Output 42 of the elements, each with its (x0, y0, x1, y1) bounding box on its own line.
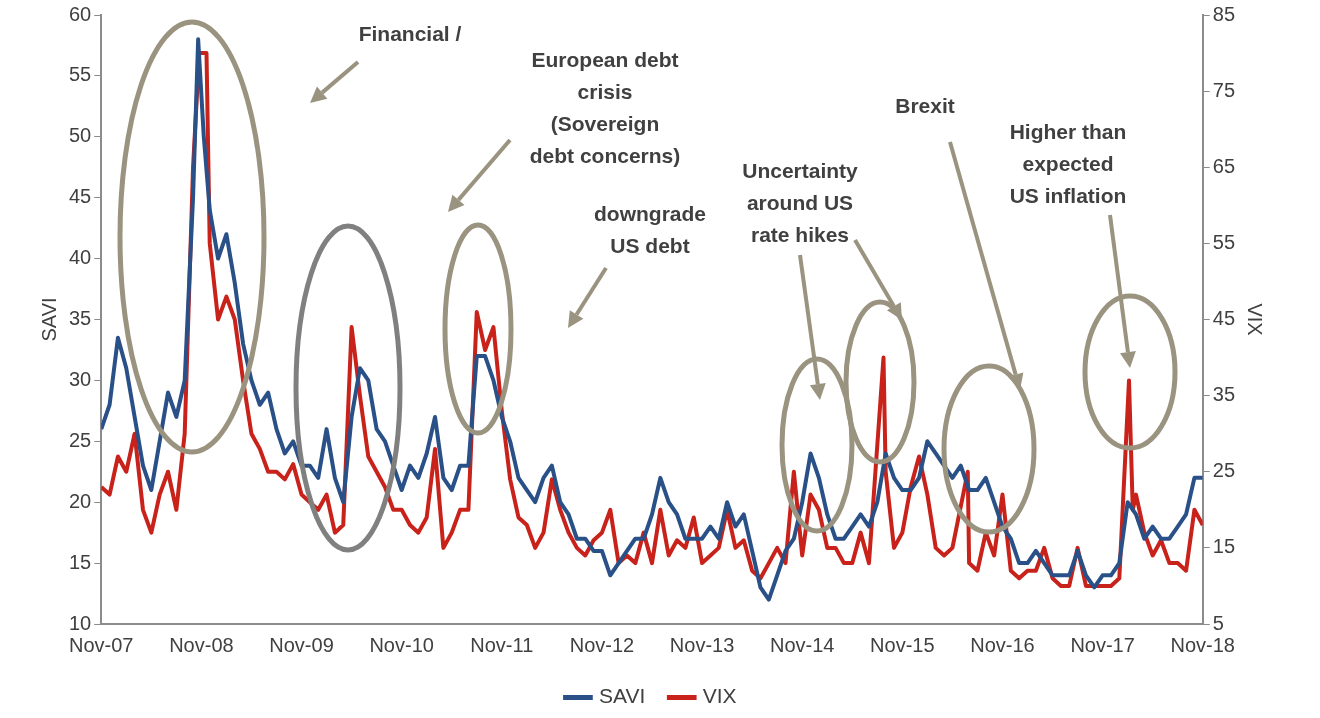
annotation: Financial / (358, 22, 462, 45)
x-tick-label: Nov-13 (669, 633, 735, 656)
y2-tick-label: 75 (1212, 78, 1235, 101)
annotation: Higher than expected US inflation (1008, 119, 1128, 209)
x-tick-label: Nov-15 (870, 633, 935, 656)
annotation: Uncertainty around US rate hikes (742, 159, 858, 246)
x-tick-label: Nov-11 (470, 633, 534, 656)
y-tick-label: 40 (69, 246, 92, 269)
y-tick-label: 20 (69, 489, 92, 512)
y-tick-label: 35 (69, 307, 92, 330)
x-tick-label: Nov-17 (1070, 633, 1135, 656)
x-tick-label: Nov-08 (169, 633, 234, 656)
x-tick-label: Nov-12 (569, 633, 635, 656)
y-tick-label: 15 (69, 550, 92, 573)
y2-tick-label: 25 (1212, 459, 1235, 482)
y2-tick-label: 55 (1212, 230, 1235, 253)
y2-tick-label: 65 (1212, 154, 1235, 177)
y2-tick-label: 35 (1212, 383, 1235, 406)
y-tick-label: 10 (69, 611, 92, 634)
y2-tick-label: 15 (1212, 535, 1235, 558)
x-tick-label: Nov-07 (69, 633, 134, 656)
y-tick-label: 45 (69, 185, 92, 208)
legend-label: SAVI (598, 684, 646, 708)
x-tick-label: Nov-16 (970, 633, 1035, 656)
y2-axis-title: VIX (1244, 303, 1267, 336)
annotation: downgrade US debt (593, 202, 706, 257)
y2-tick-label: 5 (1212, 611, 1224, 634)
y-tick-label: 60 (69, 2, 92, 25)
annotation: European debt crisis (Sovereign debt concerns) (528, 47, 682, 169)
legend-label: VIX (702, 684, 737, 708)
y-tick-label: 55 (69, 63, 92, 86)
y-tick-label: 25 (69, 428, 92, 451)
y-tick-label: 30 (69, 367, 92, 390)
x-tick-label: Nov-14 (769, 633, 835, 656)
x-tick-label: Nov-09 (269, 633, 334, 656)
x-tick-label: Nov-10 (369, 633, 434, 656)
y2-tick-label: 45 (1212, 307, 1235, 330)
y2-tick-label: 85 (1212, 2, 1235, 25)
x-tick-label: Nov-18 (1170, 633, 1235, 656)
y-axis-title: SAVI (37, 297, 60, 342)
annotation: Brexit (895, 94, 955, 117)
y-tick-label: 50 (69, 124, 92, 147)
